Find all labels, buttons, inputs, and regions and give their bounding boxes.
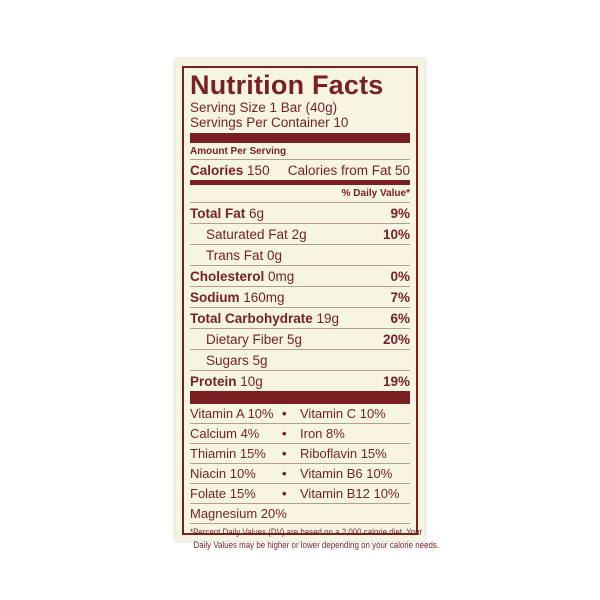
nutrient-amount: 6g <box>249 205 265 221</box>
nutrient-row: Dietary Fiber 5g 20% <box>190 329 410 350</box>
nutrient-daily-value: 9% <box>390 205 410 221</box>
nutrient-name: Cholesterol 0mg <box>190 269 294 284</box>
nutrient-row: Total Fat 6g 9% <box>190 203 410 224</box>
nutrient-row: Protein 10g 19% <box>190 371 410 391</box>
nutrient-amount: 160mg <box>243 289 285 305</box>
nutrient-daily-value: 0% <box>390 268 410 284</box>
vitamin-item: Vitamin B12 10% <box>300 486 400 501</box>
nutrient-amount: 10g <box>240 373 263 389</box>
nutrient-label: Trans Fat <box>206 247 264 263</box>
serving-size: Serving Size 1 Bar (40g) <box>190 100 338 115</box>
vitamin-item: Folate 15% <box>190 486 256 501</box>
footnote: *Percent Daily Values (DV) are based on … <box>190 526 440 552</box>
footnote-line-2: Daily Values may be higher or lower depe… <box>193 540 440 550</box>
bullet-icon: • <box>282 426 287 441</box>
vitamin-item: Calcium 4% <box>190 426 260 441</box>
nutrient-amount: 2g <box>291 226 307 242</box>
vitamin-item: Riboflavin 15% <box>300 446 387 461</box>
nutrient-label: Cholesterol <box>190 268 265 284</box>
vitamin-item: Vitamin A 10% <box>190 406 274 421</box>
vitamin-item: Vitamin B6 10% <box>300 466 393 481</box>
nutrient-list: Total Fat 6g 9% Saturated Fat 2g 10% Trans F… <box>190 203 410 391</box>
bullet-icon: • <box>282 466 287 481</box>
nutrient-row: Saturated Fat 2g 10% <box>190 224 410 245</box>
nutrient-label: Total Carbohydrate <box>190 310 313 326</box>
calories-label: Calories <box>190 162 244 178</box>
nutrient-daily-value: 20% <box>382 331 410 347</box>
nutrition-facts-panel: Nutrition Facts Serving Size 1 Bar (40g)… <box>182 66 439 550</box>
divider-big <box>190 391 410 404</box>
vitamin-row: Thiamin 15% • Riboflavin 15% <box>190 444 410 464</box>
bullet-icon: • <box>282 486 287 501</box>
daily-value-header: % Daily Value* <box>190 185 410 203</box>
vitamin-row: Calcium 4% • Iron 8% <box>190 424 410 444</box>
nutrient-amount: 19g <box>316 310 340 326</box>
calories-row: Calories 150 Calories from Fat 50 <box>190 160 410 180</box>
vitamin-row: Niacin 10% • Vitamin B6 10% <box>190 464 410 484</box>
divider-medium <box>190 180 410 185</box>
vitamin-item: Niacin 10% <box>190 466 256 481</box>
nutrient-label: Protein <box>190 373 237 389</box>
nutrient-row: Sugars 5g <box>190 350 410 371</box>
nutrient-label: Dietary Fiber <box>206 331 284 347</box>
nutrient-name: Total Fat 6g <box>190 206 264 221</box>
nutrient-row: Cholesterol 0mg 0% <box>190 266 410 287</box>
vitamin-item: Magnesium 20% <box>190 506 287 521</box>
nutrient-name: Sodium 160mg <box>190 290 285 305</box>
nutrient-name: Trans Fat 0g <box>190 248 282 263</box>
servings-per-container: Servings Per Container 10 <box>190 115 349 130</box>
bullet-icon: • <box>282 446 287 461</box>
vitamin-item: Vitamin C 10% <box>300 406 386 421</box>
nutrient-row: Total Carbohydrate 19g 6% <box>190 308 410 329</box>
divider-thick <box>190 133 410 143</box>
nutrient-amount: 0mg <box>268 268 295 284</box>
nutrient-label: Saturated Fat <box>206 226 288 242</box>
nutrient-label: Sodium <box>190 289 240 305</box>
bullet-icon: • <box>282 406 287 421</box>
footnote-line-1: *Percent Daily Values (DV) are based on … <box>190 527 423 537</box>
calories: Calories 150 <box>190 163 270 178</box>
vitamin-list: Vitamin A 10% • Vitamin C 10% Calcium 4% • Ir… <box>190 404 410 524</box>
nutrient-name: Protein 10g <box>190 374 263 389</box>
nutrient-daily-value: 7% <box>390 289 410 305</box>
nutrition-label-card: Nutrition Facts Serving Size 1 Bar (40g)… <box>175 59 439 550</box>
amount-per-serving-text: Amount Per Serving <box>190 145 287 157</box>
calories-value: 150 <box>247 162 270 178</box>
nutrient-name: Sugars 5g <box>190 353 268 368</box>
nutrient-daily-value: 6% <box>390 310 410 326</box>
nutrient-label: Sugars <box>206 352 249 368</box>
amount-per-serving: Amount Per Serving <box>190 143 410 160</box>
vitamin-row: Folate 15% • Vitamin B12 10% <box>190 484 410 504</box>
label-title: Nutrition Facts <box>190 70 384 100</box>
vitamin-row: Magnesium 20% <box>190 504 410 524</box>
nutrient-label: Total Fat <box>190 205 246 221</box>
nutrient-row: Sodium 160mg 7% <box>190 287 410 308</box>
nutrient-amount: 0g <box>267 247 283 263</box>
vitamin-item: Iron 8% <box>300 426 345 441</box>
vitamin-item: Thiamin 15% <box>190 446 266 461</box>
nutrient-row: Trans Fat 0g <box>190 245 410 266</box>
nutrient-name: Total Carbohydrate 19g <box>190 311 339 326</box>
nutrient-amount: 5g <box>252 352 268 368</box>
nutrient-daily-value: 19% <box>382 373 410 389</box>
daily-value-header-text: % Daily Value* <box>341 188 410 199</box>
vitamin-row: Vitamin A 10% • Vitamin C 10% <box>190 404 410 424</box>
nutrient-name: Saturated Fat 2g <box>190 227 307 242</box>
calories-from-fat: Calories from Fat 50 <box>287 162 410 178</box>
nutrient-daily-value: 10% <box>382 226 410 242</box>
nutrient-name: Dietary Fiber 5g <box>190 332 302 347</box>
nutrient-amount: 5g <box>287 331 303 347</box>
